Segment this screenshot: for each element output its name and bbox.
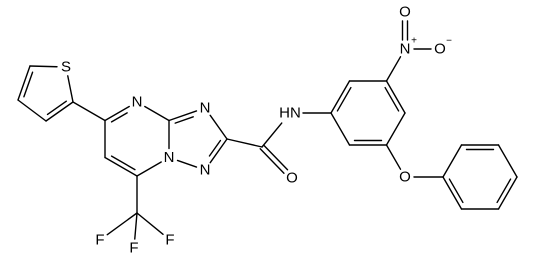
atom-label: N bbox=[164, 149, 175, 166]
bond bbox=[136, 161, 162, 177]
bond bbox=[104, 156, 138, 177]
bond bbox=[17, 65, 31, 101]
bond bbox=[263, 144, 289, 171]
bond bbox=[209, 114, 228, 140]
atom-charge: + bbox=[411, 36, 417, 47]
bond bbox=[259, 148, 285, 174]
bond bbox=[385, 112, 406, 146]
bond bbox=[330, 80, 351, 114]
bond bbox=[385, 56, 402, 82]
bond bbox=[67, 75, 74, 103]
bond bbox=[106, 212, 138, 236]
bond bbox=[176, 159, 198, 168]
bond bbox=[330, 112, 351, 146]
bond bbox=[23, 71, 34, 98]
atom-label: O bbox=[399, 4, 411, 21]
bond bbox=[136, 212, 164, 236]
bond bbox=[134, 212, 138, 240]
bond bbox=[442, 144, 463, 178]
atom-label: O bbox=[286, 170, 298, 187]
bond bbox=[496, 178, 512, 204]
atom-label: O bbox=[399, 169, 411, 186]
bond bbox=[29, 65, 58, 68]
bond bbox=[110, 112, 128, 123]
atom-label: N bbox=[400, 41, 411, 58]
bond bbox=[208, 139, 222, 157]
atom-label: O bbox=[434, 41, 446, 58]
atom-charge: − bbox=[446, 36, 452, 47]
bond bbox=[448, 178, 464, 204]
bond bbox=[144, 105, 170, 122]
atom-label: F bbox=[95, 232, 104, 249]
bond bbox=[46, 100, 68, 116]
bond bbox=[385, 80, 406, 114]
bond bbox=[72, 101, 106, 122]
bond bbox=[497, 176, 518, 210]
atom-label: N bbox=[200, 100, 211, 117]
bond bbox=[168, 110, 198, 122]
bond bbox=[442, 176, 463, 210]
bond bbox=[497, 144, 518, 178]
bond bbox=[385, 144, 402, 170]
atom-label: F bbox=[165, 232, 174, 249]
atom-label: N bbox=[132, 94, 143, 111]
bond bbox=[261, 122, 283, 148]
bond bbox=[45, 101, 74, 122]
atom-label: N bbox=[200, 162, 211, 179]
bond bbox=[110, 155, 136, 171]
atom-label: HN bbox=[279, 105, 301, 122]
atom-label: F bbox=[129, 240, 138, 257]
atom-label: S bbox=[61, 59, 71, 76]
bond bbox=[226, 138, 263, 148]
bond bbox=[17, 99, 47, 122]
bond bbox=[384, 86, 400, 112]
bond bbox=[336, 86, 352, 112]
bond bbox=[104, 105, 130, 122]
bond bbox=[209, 138, 228, 164]
bond bbox=[174, 116, 194, 124]
